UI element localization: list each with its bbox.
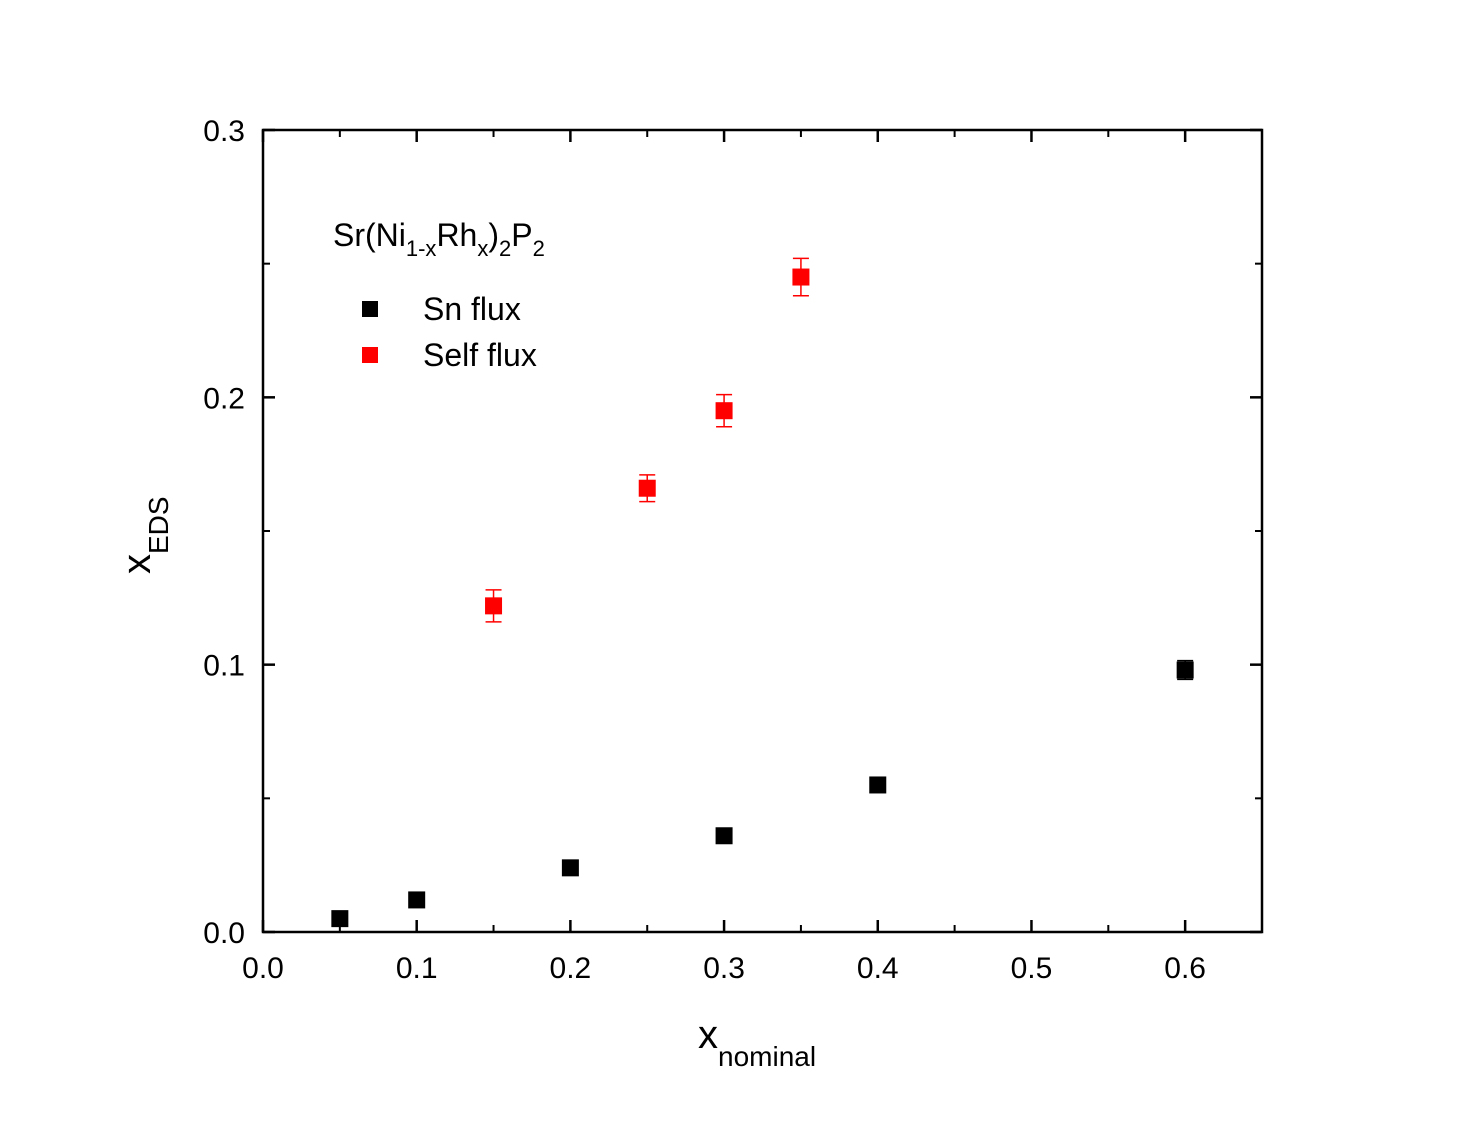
tick-labels: 0.0 0.1 0.2 0.3 0.4 0.5 0.6 0.0 0.1 0.2 0.3 [203, 115, 1206, 985]
y-axis-label-main: x [115, 554, 159, 574]
x-tick-label: 0.0 [242, 952, 284, 985]
sn-flux-point [715, 827, 733, 845]
self-flux-point [715, 402, 733, 420]
legend-marker-self-flux [362, 347, 378, 363]
sn-flux-point [1176, 661, 1194, 679]
formula-text: P [511, 217, 532, 253]
sn-flux-point [408, 891, 426, 909]
legend-label-self-flux: Self flux [423, 337, 537, 373]
y-tick-label: 0.3 [203, 115, 245, 148]
legend-marker-sn-flux [362, 301, 378, 317]
data-points [331, 257, 1194, 928]
formula-subscript: 2 [499, 236, 511, 261]
self-flux-point [792, 268, 810, 286]
formula-text: Sr(Ni [333, 217, 406, 253]
x-axis-label-sub: nominal [718, 1041, 816, 1072]
x-tick-label: 0.2 [550, 952, 592, 985]
self-flux-point [638, 479, 656, 497]
sn-flux-point [331, 910, 349, 928]
legend-label-sn-flux: Sn flux [423, 291, 521, 327]
formula-annotation: Sr(Ni1-xRhx)2P2 [333, 217, 545, 261]
y-tick-label: 0.0 [203, 917, 245, 950]
formula-subscript: 1-x [406, 236, 437, 261]
y-axis-label-sub: EDS [143, 496, 174, 554]
y-axis-label: xEDS [115, 496, 174, 574]
formula-subscript: x [477, 236, 488, 261]
y-tick-label: 0.2 [203, 382, 245, 415]
y-tick-label: 0.1 [203, 650, 245, 683]
x-axis-label: xnominal [698, 1013, 816, 1072]
axis-ticks [261, 128, 1263, 934]
formula-text: ) [488, 217, 499, 253]
x-tick-label: 0.6 [1164, 952, 1206, 985]
legend: Sn flux Self flux [362, 291, 537, 373]
x-tick-label: 0.1 [396, 952, 438, 985]
x-axis-label-main: x [698, 1013, 718, 1057]
self-flux-point [485, 597, 503, 615]
x-tick-label: 0.3 [703, 952, 745, 985]
formula-text: Rh [436, 217, 477, 253]
x-tick-label: 0.4 [857, 952, 899, 985]
sn-flux-point [561, 859, 579, 877]
formula-subscript: 2 [533, 236, 545, 261]
x-tick-label: 0.5 [1011, 952, 1053, 985]
sn-flux-point [869, 776, 887, 794]
